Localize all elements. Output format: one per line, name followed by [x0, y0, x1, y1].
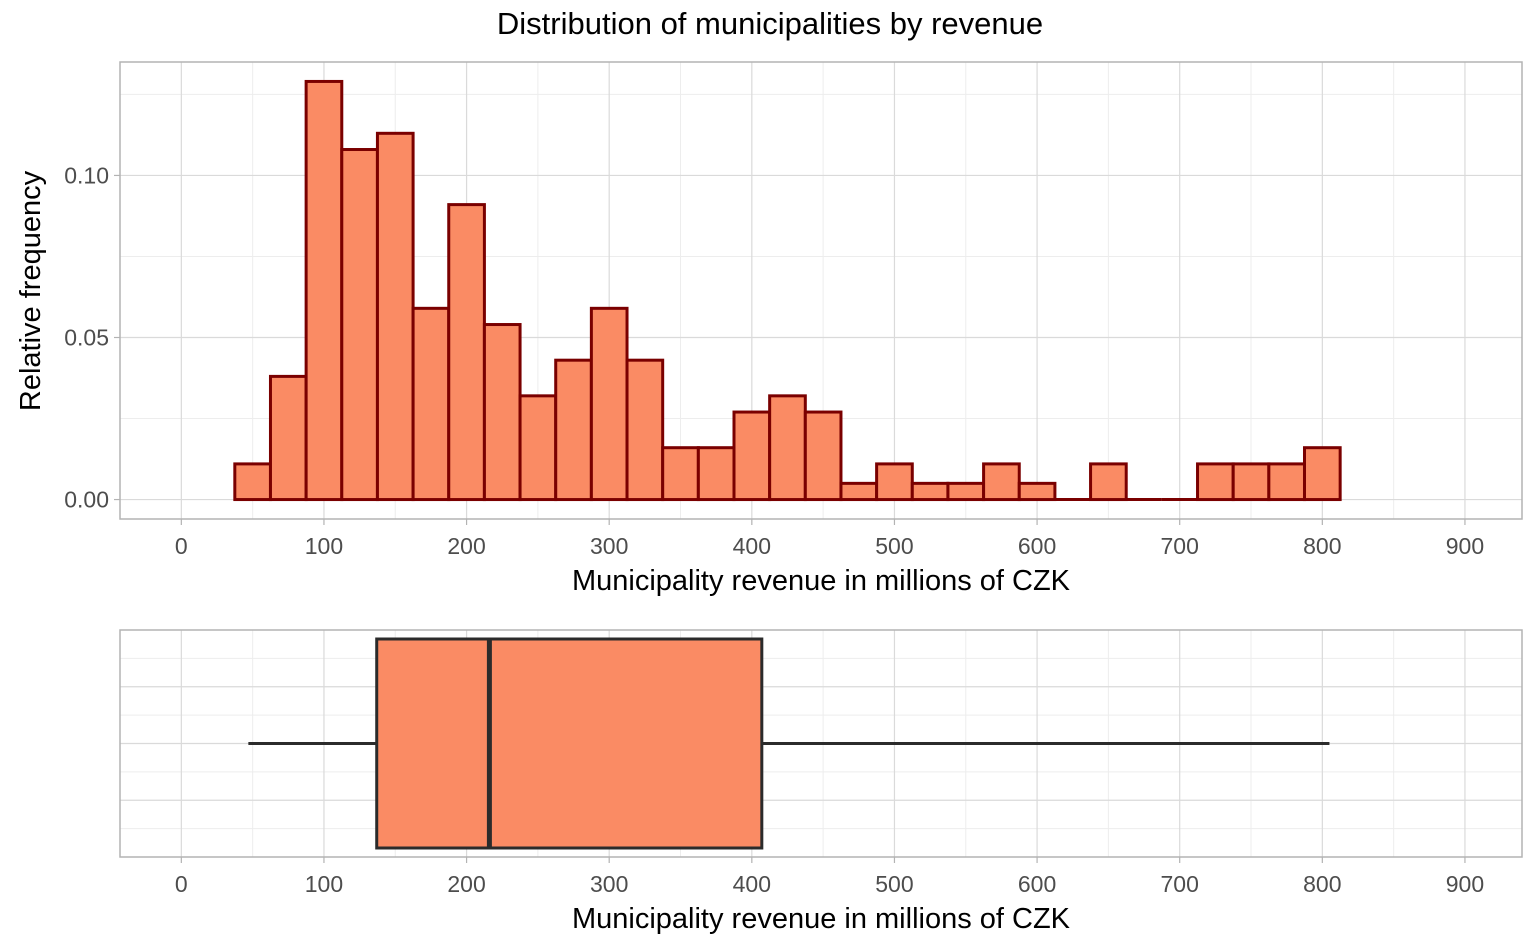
histogram-bar: [340, 148, 379, 502]
x-tick-label: 300: [590, 533, 628, 559]
histogram-bar: [1196, 462, 1235, 502]
chart-title: Distribution of municipalities by revenu…: [497, 6, 1043, 41]
histogram-bar: [803, 410, 843, 502]
histogram-bar: [910, 481, 950, 502]
histogram-panel: 0.00 0.05 0.10 0 100 200 300 400 500 600 700 800 90…: [15, 61, 1523, 597]
boxplot-marks: [248, 637, 1330, 850]
x-tick-label: 0: [175, 533, 188, 559]
histogram-bar: [268, 374, 308, 502]
y-tick-label: 0.00: [64, 487, 109, 513]
histogram-bar: [839, 481, 879, 502]
x-tick-label: 400: [733, 871, 771, 897]
boxplot-box: [375, 637, 764, 850]
histogram-y-axis: 0.00 0.05 0.10: [64, 162, 120, 513]
x-tick-label: 900: [1446, 533, 1484, 559]
boxplot-x-axis-label: Municipality revenue in millions of CZK: [572, 903, 1071, 935]
y-tick-label: 0.05: [64, 324, 109, 350]
x-tick-label: 800: [1303, 871, 1341, 897]
histogram-bar: [1231, 462, 1271, 502]
histogram-bar: [447, 203, 486, 502]
x-tick-label: 400: [733, 533, 771, 559]
histogram-bar: [482, 323, 522, 502]
x-tick-label: 200: [447, 871, 485, 897]
x-tick-label: 0: [175, 871, 188, 897]
histogram-bar: [304, 79, 344, 502]
histogram-bar: [982, 462, 1021, 502]
boxplot-panel: 0 100 200 300 400 500 600 700 800 900 Municipalit…: [119, 629, 1523, 935]
histogram-y-axis-label: Relative frequency: [15, 170, 47, 411]
histogram-x-axis-label: Municipality revenue in millions of CZK: [572, 565, 1071, 597]
histogram-bar: [1089, 462, 1128, 502]
histogram-bar: [768, 394, 807, 502]
x-tick-label: 100: [305, 533, 343, 559]
x-tick-label: 500: [875, 871, 913, 897]
histogram-bar: [625, 358, 665, 502]
histogram-bar: [696, 446, 736, 502]
x-tick-label: 200: [447, 533, 485, 559]
x-tick-label: 100: [305, 871, 343, 897]
x-tick-label: 700: [1161, 871, 1199, 897]
histogram-bar: [375, 131, 415, 502]
histogram-bar: [518, 394, 558, 502]
boxplot-x-axis: 0 100 200 300 400 500 600 700 800 900: [175, 857, 1484, 897]
boxplot-panel-border: [119, 629, 1523, 858]
y-tick-label: 0.10: [64, 162, 109, 188]
x-tick-label: 800: [1303, 533, 1341, 559]
histogram-bar: [732, 410, 772, 502]
histogram-bar: [589, 306, 629, 502]
x-tick-label: 900: [1446, 871, 1484, 897]
x-tick-label: 700: [1161, 533, 1199, 559]
histogram-x-axis: 0 100 200 300 400 500 600 700 800 900: [175, 519, 1484, 559]
histogram-bar: [661, 446, 700, 502]
x-tick-label: 500: [875, 533, 913, 559]
histogram-panel-border: [119, 61, 1523, 520]
histogram-bar: [233, 462, 272, 502]
histogram-bar: [946, 481, 986, 502]
x-tick-label: 600: [1018, 533, 1056, 559]
histogram-bar: [554, 358, 593, 502]
histogram-bar: [411, 306, 451, 502]
histogram-bar: [1267, 462, 1306, 502]
histogram-bar: [1302, 446, 1342, 502]
x-tick-label: 300: [590, 871, 628, 897]
histogram-bar: [875, 462, 914, 502]
histogram-bars: [233, 79, 1342, 502]
x-tick-label: 600: [1018, 871, 1056, 897]
histogram-bar: [1017, 481, 1057, 502]
